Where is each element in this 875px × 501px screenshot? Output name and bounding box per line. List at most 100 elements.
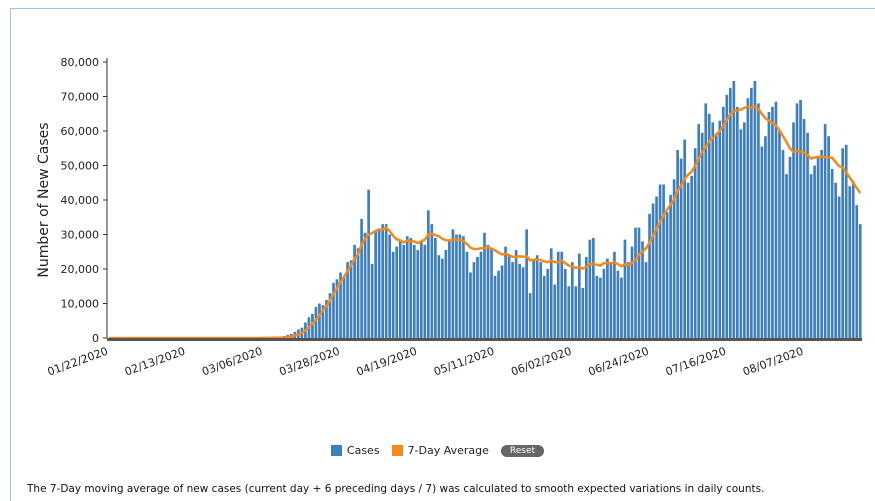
bar xyxy=(609,262,613,338)
bar xyxy=(549,248,553,338)
bar xyxy=(841,148,845,338)
bar xyxy=(746,98,750,338)
bar xyxy=(332,282,335,338)
bar xyxy=(437,255,441,338)
y-tick-label: 30,000 xyxy=(61,229,100,242)
bar xyxy=(588,239,592,338)
bar xyxy=(728,87,732,338)
bar xyxy=(792,122,795,338)
bar xyxy=(858,224,862,338)
bar xyxy=(620,277,623,338)
bar xyxy=(686,182,690,338)
bar xyxy=(830,168,834,338)
bar xyxy=(528,293,532,338)
y-tick-label: 50,000 xyxy=(61,160,100,173)
x-tick-label: 03/06/2020 xyxy=(200,345,264,379)
bar xyxy=(370,263,374,338)
bar xyxy=(570,262,574,338)
bar xyxy=(374,231,377,338)
bar xyxy=(823,124,827,338)
y-tick-label: 80,000 xyxy=(61,56,100,69)
bar xyxy=(855,205,859,338)
legend-item[interactable]: 7-Day Average xyxy=(391,444,489,457)
bar xyxy=(718,120,722,339)
bar xyxy=(714,134,718,338)
bar xyxy=(806,132,809,338)
bar xyxy=(760,146,764,338)
bar xyxy=(743,122,746,338)
bar xyxy=(542,275,546,338)
bar xyxy=(353,244,356,338)
chart: Number of New Cases 0 10,000 20,000 30,000 4… xyxy=(36,56,862,379)
bar xyxy=(627,262,630,338)
bar xyxy=(679,158,683,338)
legend-swatch xyxy=(391,445,403,456)
bar xyxy=(613,251,616,338)
bar xyxy=(676,149,679,338)
bar xyxy=(346,262,349,338)
bar xyxy=(325,300,328,338)
x-tick-label: 05/11/2020 xyxy=(432,345,496,379)
bar xyxy=(339,272,342,338)
y-tick-label: 0 xyxy=(92,332,99,345)
bar xyxy=(567,286,571,338)
x-tick-label: 01/22/2020 xyxy=(46,345,110,379)
bar xyxy=(585,256,588,338)
bar xyxy=(458,234,462,338)
bar xyxy=(444,250,448,338)
bar xyxy=(363,232,367,338)
bar xyxy=(736,106,739,338)
bar xyxy=(514,250,518,338)
legend: Cases 7-Day Average Reset xyxy=(0,444,875,457)
x-tick-label: 04/19/2020 xyxy=(355,345,419,379)
bar xyxy=(672,179,676,338)
x-tick-label: 06/24/2020 xyxy=(587,345,651,379)
legend-item[interactable]: Cases xyxy=(330,444,380,457)
bar xyxy=(462,236,465,338)
bar xyxy=(349,260,353,338)
bar xyxy=(577,253,581,338)
bar xyxy=(851,181,855,338)
bar xyxy=(441,258,444,338)
bar xyxy=(342,275,346,338)
legend-swatch xyxy=(330,445,342,456)
bar xyxy=(532,260,535,338)
bar xyxy=(592,237,595,338)
bar xyxy=(669,194,672,338)
bar xyxy=(757,103,760,339)
bar xyxy=(511,262,514,338)
bar xyxy=(827,136,830,338)
bar xyxy=(634,227,637,338)
bar xyxy=(507,255,511,338)
bar xyxy=(314,306,318,338)
bar xyxy=(321,305,325,338)
bar xyxy=(581,287,585,338)
bar xyxy=(820,149,823,338)
bar xyxy=(318,303,321,338)
bar xyxy=(311,313,314,338)
x-tick-label: 08/07/2020 xyxy=(741,345,805,379)
x-tick-label: 03/28/2020 xyxy=(278,345,342,379)
bar xyxy=(479,251,483,338)
bar xyxy=(518,263,521,338)
bar xyxy=(662,184,665,338)
legend-label: 7-Day Average xyxy=(407,444,489,457)
bar xyxy=(405,236,409,338)
bar xyxy=(391,251,395,338)
bar xyxy=(490,248,493,338)
y-tick-label: 70,000 xyxy=(61,91,100,104)
bar xyxy=(683,139,686,338)
bar xyxy=(455,234,458,338)
reset-button[interactable]: Reset xyxy=(500,444,545,457)
bar xyxy=(799,99,802,338)
bar xyxy=(426,210,430,338)
bar xyxy=(500,265,504,338)
bar xyxy=(388,234,392,338)
bar xyxy=(753,80,757,338)
bar xyxy=(641,241,644,338)
bar xyxy=(448,241,451,338)
bar xyxy=(521,267,525,338)
bar xyxy=(750,87,753,338)
bar xyxy=(556,251,560,338)
bar xyxy=(648,213,651,338)
